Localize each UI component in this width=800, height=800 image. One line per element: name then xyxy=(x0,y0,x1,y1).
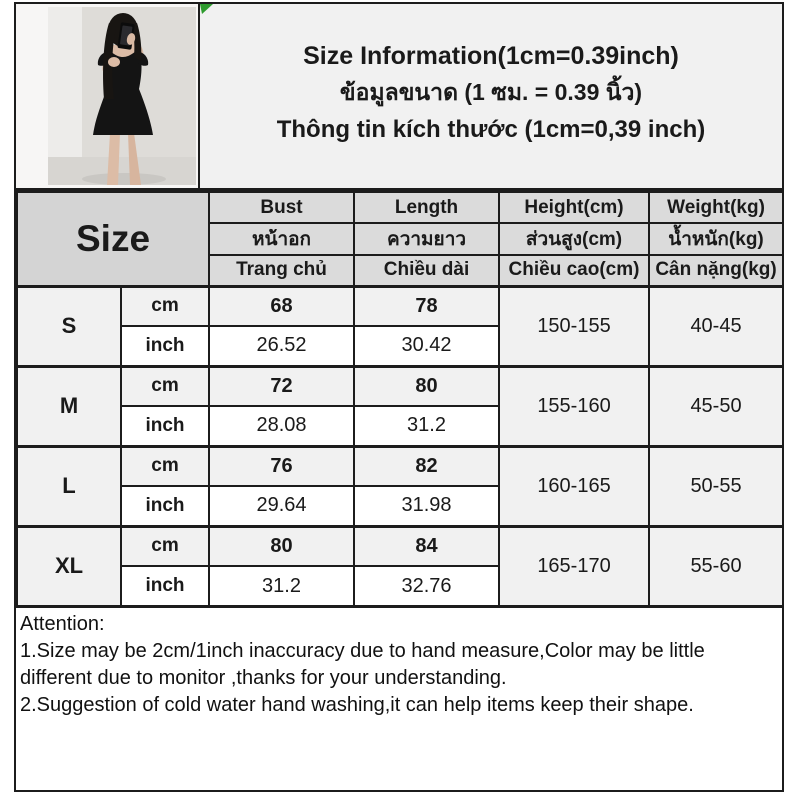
col-header-bust-vi: Trang chủ xyxy=(208,254,356,287)
size-label-s: S xyxy=(16,284,122,367)
title-english: Size Information(1cm=0.39inch) xyxy=(303,42,679,70)
height-range-xl: 165-170 xyxy=(498,524,651,607)
size-label-m: M xyxy=(16,364,122,447)
bust-inch-l: 29.64 xyxy=(208,485,356,527)
col-header-weight-th: น้ำหนัก(kg) xyxy=(648,222,785,256)
col-header-bust-en: Bust xyxy=(208,191,356,224)
bust-cm-xl: 80 xyxy=(208,524,356,567)
length-inch-m: 31.2 xyxy=(353,405,501,447)
height-range-l: 160-165 xyxy=(498,444,651,527)
unit-cm-label: cm xyxy=(119,444,211,487)
green-corner-marker-icon xyxy=(200,4,213,14)
col-header-length-vi: Chiều dài xyxy=(353,254,501,287)
weight-range-m: 45-50 xyxy=(648,364,785,447)
attention-heading: Attention: xyxy=(20,613,105,635)
length-cm-m: 80 xyxy=(353,364,501,407)
height-range-s: 150-155 xyxy=(498,284,651,367)
size-corner-header: Size xyxy=(15,191,211,287)
size-table: Size Bust Length Height(cm) Weight(kg) ห… xyxy=(15,191,785,607)
unit-cm-label: cm xyxy=(119,284,211,327)
col-header-height-en: Height(cm) xyxy=(498,191,651,224)
unit-inch-label: inch xyxy=(119,325,211,367)
weight-range-l: 50-55 xyxy=(648,444,785,527)
col-header-height-th: ส่วนสูง(cm) xyxy=(498,222,651,256)
length-cm-s: 78 xyxy=(353,284,501,327)
length-inch-xl: 32.76 xyxy=(353,565,501,607)
col-header-height-vi: Chiều cao(cm) xyxy=(498,254,651,287)
attention-note-1: 1.Size may be 2cm/1inch inaccuracy due t… xyxy=(20,640,705,689)
unit-cm-label: cm xyxy=(119,524,211,567)
weight-range-xl: 55-60 xyxy=(648,524,785,607)
col-header-weight-en: Weight(kg) xyxy=(648,191,785,224)
title-vietnamese: Thông tin kích thước (1cm=0,39 inch) xyxy=(276,116,706,143)
length-cm-l: 82 xyxy=(353,444,501,487)
bust-cm-m: 72 xyxy=(208,364,356,407)
size-label-xl: XL xyxy=(16,524,122,607)
length-inch-s: 30.42 xyxy=(353,325,501,367)
title-block: Size Information(1cm=0.39inch) ข้อมูลขนา… xyxy=(200,4,782,188)
attention-notes: Attention: 1.Size may be 2cm/1inch inacc… xyxy=(16,607,782,790)
col-header-weight-vi: Cân nặng(kg) xyxy=(648,254,785,287)
bust-inch-xl: 31.2 xyxy=(208,565,356,607)
size-chart-card: Size Information(1cm=0.39inch) ข้อมูลขนา… xyxy=(14,2,785,792)
bust-inch-s: 26.52 xyxy=(208,325,356,367)
model-photo xyxy=(16,4,200,188)
col-header-length-en: Length xyxy=(353,191,501,224)
height-range-m: 155-160 xyxy=(498,364,651,447)
bust-cm-l: 76 xyxy=(208,444,356,487)
col-header-length-th: ความยาว xyxy=(353,222,501,256)
title-thai: ข้อมูลขนาด (1 ซม. = 0.39 นิ้ว) xyxy=(339,79,643,105)
unit-inch-label: inch xyxy=(119,485,211,527)
model-photo-illustration xyxy=(48,7,196,185)
bust-inch-m: 28.08 xyxy=(208,405,356,447)
col-header-bust-th: หน้าอก xyxy=(208,222,356,256)
length-cm-xl: 84 xyxy=(353,524,501,567)
unit-inch-label: inch xyxy=(119,405,211,447)
length-inch-l: 31.98 xyxy=(353,485,501,527)
unit-inch-label: inch xyxy=(119,565,211,607)
unit-cm-label: cm xyxy=(119,364,211,407)
header-band: Size Information(1cm=0.39inch) ข้อมูลขนา… xyxy=(16,4,782,191)
weight-range-s: 40-45 xyxy=(648,284,785,367)
size-label-l: L xyxy=(16,444,122,527)
bust-cm-s: 68 xyxy=(208,284,356,327)
attention-note-2: 2.Suggestion of cold water hand washing,… xyxy=(20,694,694,716)
